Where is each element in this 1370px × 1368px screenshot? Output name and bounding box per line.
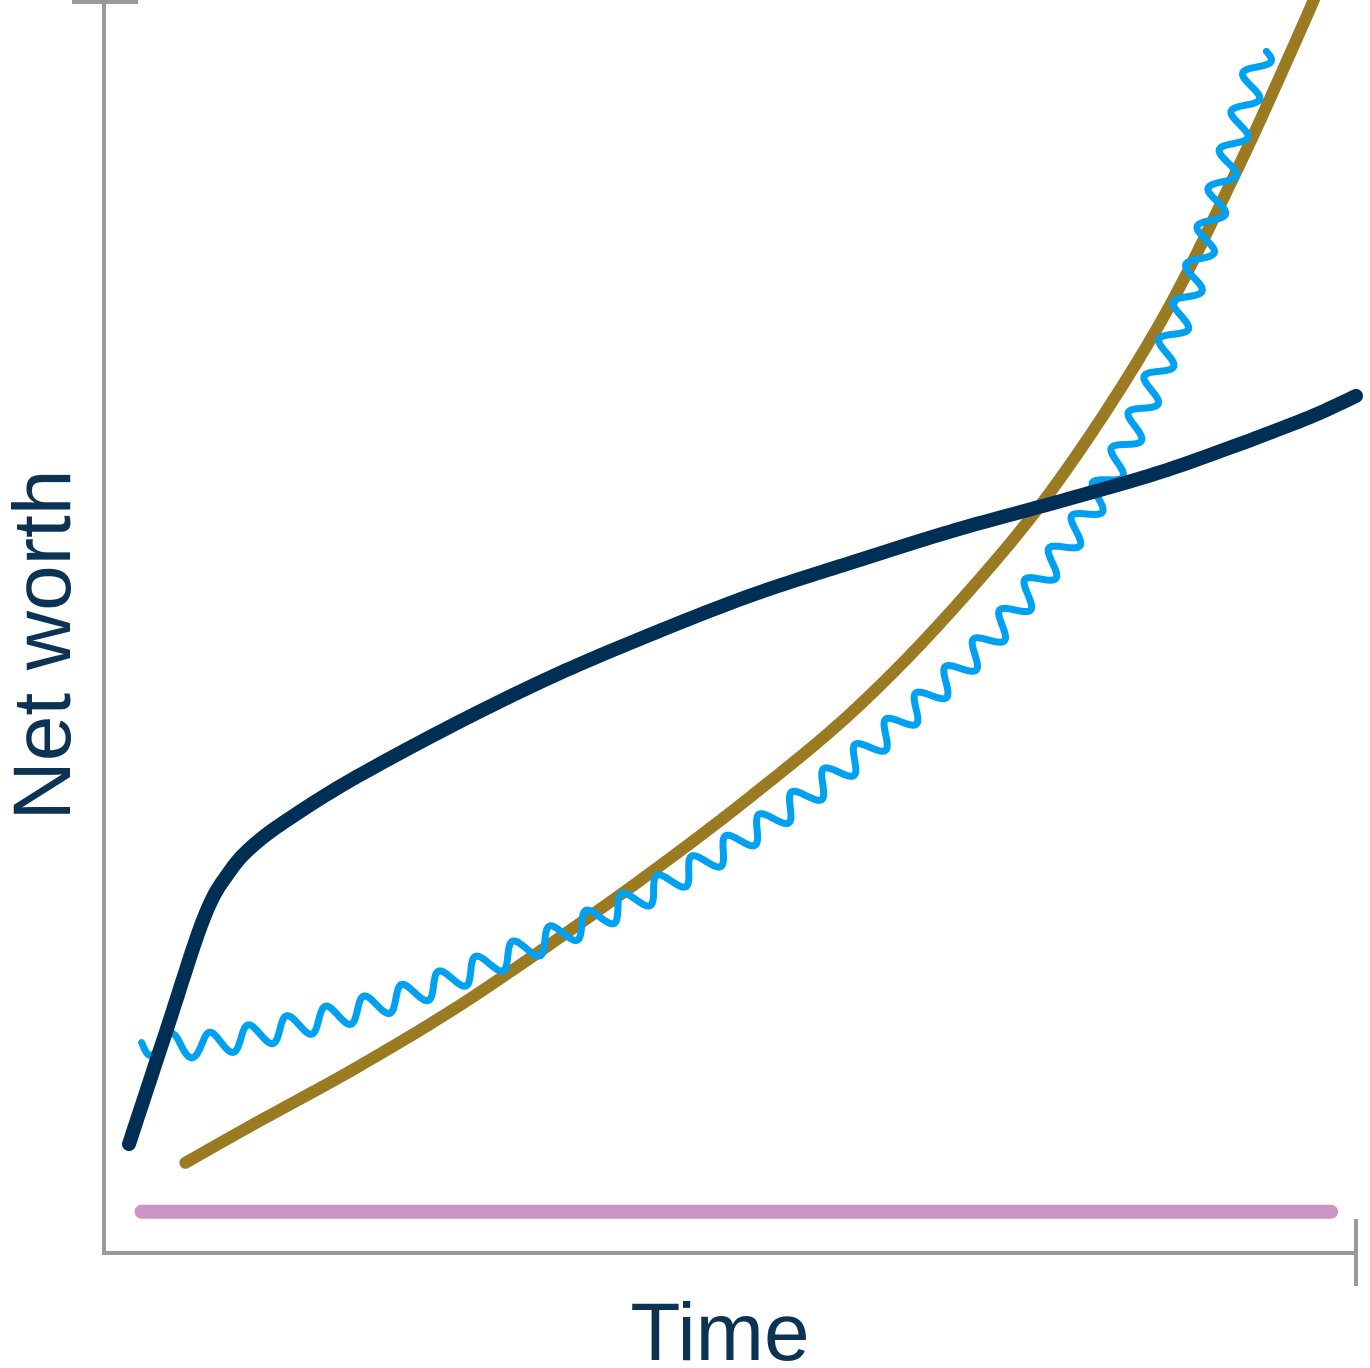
series-line-3: [138, 47, 1275, 1062]
x-axis-title: Time: [630, 1287, 809, 1363]
y-axis-title: Net worth: [0, 470, 88, 821]
axes: [72, 0, 1358, 1286]
series-line-4: [122, 388, 1363, 1151]
series-layer: [122, 0, 1363, 1219]
